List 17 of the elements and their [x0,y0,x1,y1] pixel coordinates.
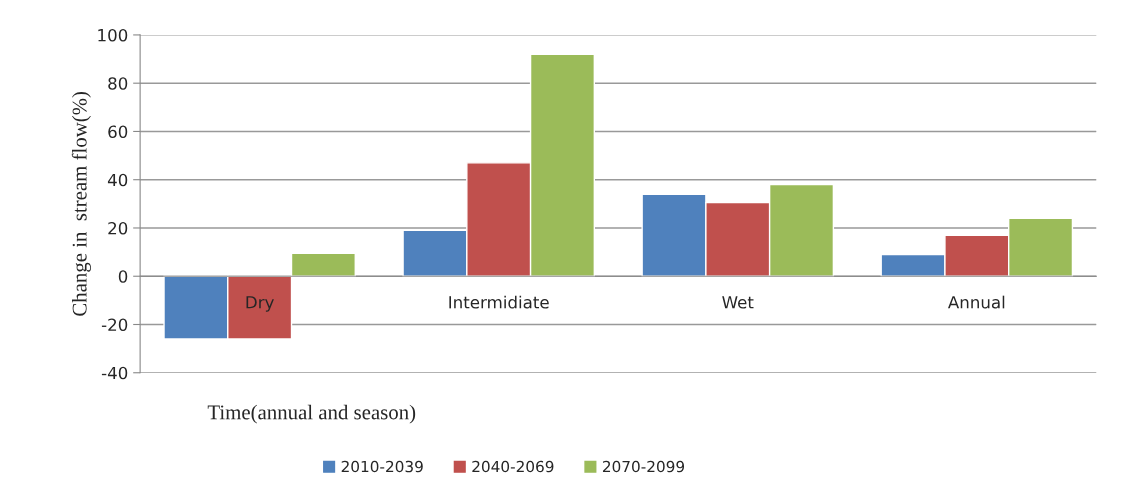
y-tick-label: 20 [108,221,128,235]
y-tick-label: 80 [108,77,128,90]
x-tick-label: Wet [722,296,754,309]
y-tick-label: 100 [98,28,128,42]
x-tick-label: Intermidiate [449,295,549,309]
y-axis-title: Change in stream flow(%) [71,91,91,316]
y-tick-label: -20 [101,318,128,332]
legend-label: 2010-2039 [341,460,423,473]
y-tick-label: 0 [118,270,128,283]
legend-label: 2070-2099 [602,460,685,473]
legend-label: 2040-2069 [472,460,554,473]
y-tick-label: 40 [107,173,128,187]
x-tick-label: Annual [947,295,1005,309]
y-tick-label: -40 [101,366,128,380]
y-tick-label: 60 [108,125,128,139]
x-axis-title: Time(annual and season) [207,404,416,424]
x-tick-label: Dry [246,296,274,312]
